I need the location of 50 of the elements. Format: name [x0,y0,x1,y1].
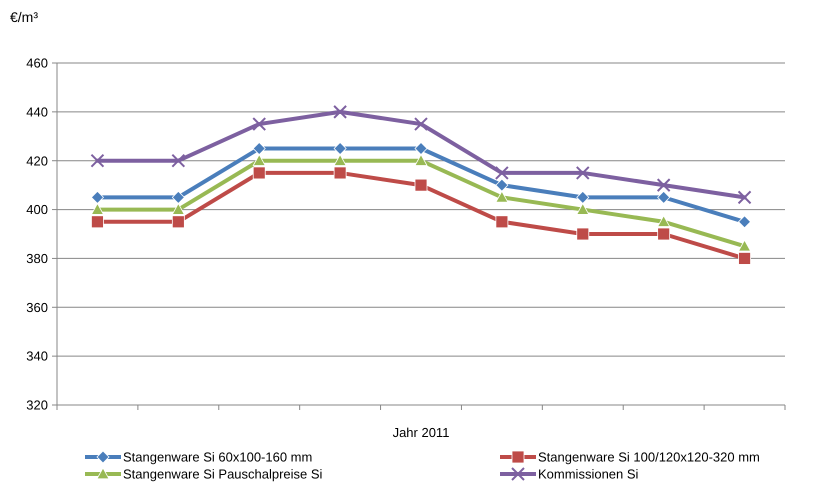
point [252,166,266,180]
point [414,142,428,155]
point [414,178,428,192]
point [334,154,347,166]
point [495,215,508,228]
point [494,166,509,180]
point [738,240,751,252]
y-tick-label: 460 [26,56,48,71]
point [657,215,670,227]
point [252,117,266,132]
point [252,154,266,166]
point [252,142,266,155]
point [576,190,590,204]
point [657,190,670,204]
y-tick-label: 380 [26,250,48,266]
y-tick-label: 440 [26,104,48,120]
point [172,203,185,215]
point [738,190,752,204]
point [171,154,186,168]
point [576,228,590,240]
legend-label: Kommissionen Si [538,466,639,482]
point [91,190,104,204]
point [91,215,104,228]
point [333,104,348,119]
y-tick-label: 420 [26,153,48,168]
y-tick-label: 320 [26,398,48,413]
legend-label: Stangenware Si 100/120x120-320 mm [538,450,760,465]
point [334,142,347,155]
point [656,178,671,192]
y-tick-label: 360 [26,300,48,315]
point [90,154,104,168]
point [91,203,104,215]
legend-label: Stangenware Si Pauschalpreise Si [123,466,323,482]
y-tick-label: 400 [26,202,48,218]
point [738,215,751,228]
point [576,166,590,180]
point [576,203,590,215]
point [334,166,347,180]
point [172,215,185,228]
point [738,252,751,265]
point [414,117,428,132]
point [495,190,508,203]
y-axis-title: €/m³ [10,9,38,25]
point [657,228,670,240]
x-axis-title: Jahr 2011 [392,425,450,440]
point [495,178,508,192]
point [172,190,185,204]
y-tick-label: 340 [26,348,48,364]
legend-label: Stangenware Si 60x100-160 mm [123,450,312,465]
point [414,154,428,166]
